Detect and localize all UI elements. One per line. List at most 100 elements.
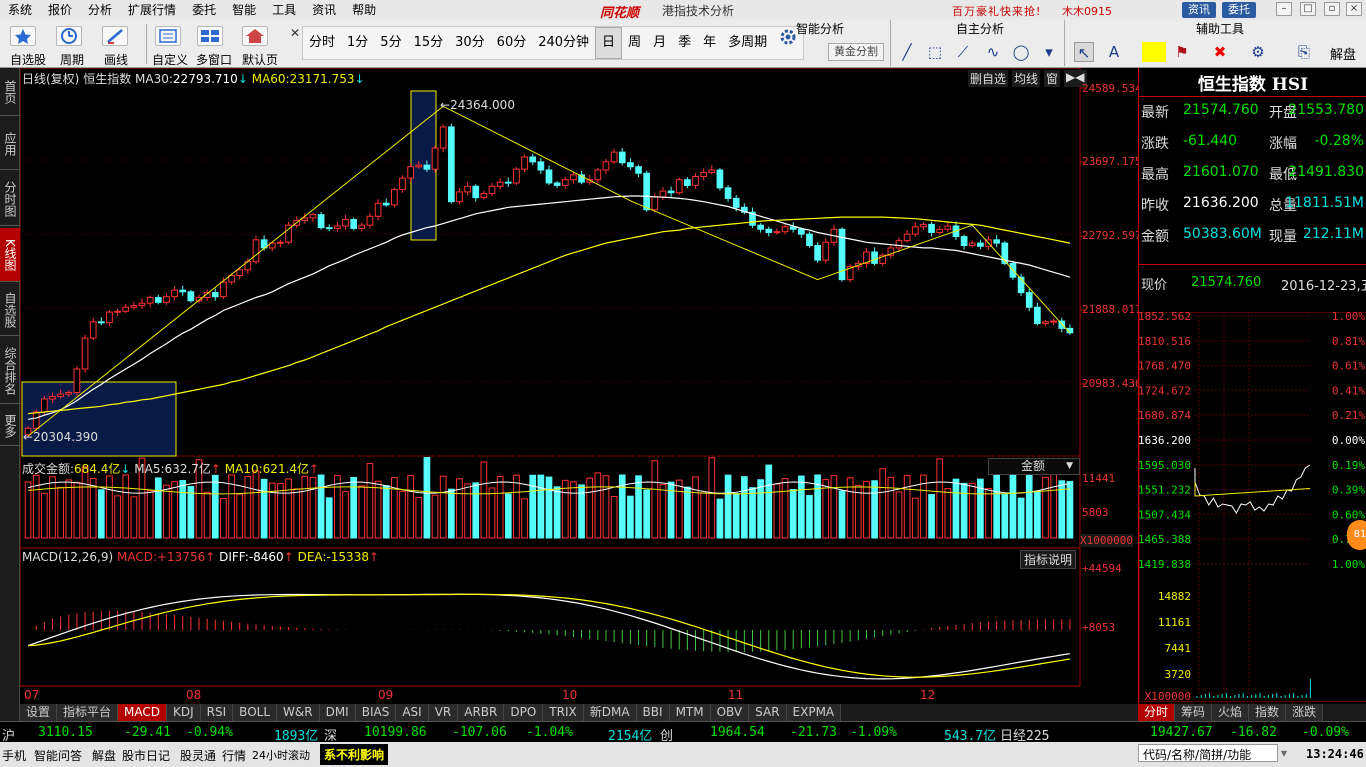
floating-bubble[interactable]: 81 [1347, 520, 1366, 550]
period-month[interactable]: 月 [653, 35, 667, 50]
chevron-down-icon[interactable]: ▾ [1281, 746, 1288, 760]
minimize-icon[interactable]: – [1276, 2, 1292, 16]
period-week[interactable]: 周 [628, 35, 642, 50]
indicator-tab[interactable]: 设置 [20, 704, 58, 721]
watchlist-icon[interactable] [10, 26, 36, 46]
period-15min[interactable]: 15分 [413, 35, 444, 50]
sidebar-tab-more[interactable]: 更多 [0, 406, 20, 446]
chart-svg[interactable] [20, 68, 1138, 688]
menu-tools[interactable]: 工具 [272, 3, 297, 17]
status-quote[interactable]: 行情 [222, 749, 247, 763]
draw-line-icon[interactable] [102, 26, 128, 46]
more-tool-icon[interactable]: ▾ [1045, 43, 1053, 61]
indicator-tab[interactable]: EXPMA [786, 704, 842, 721]
indicator-tab[interactable]: 新DMA [583, 704, 637, 721]
promo-link[interactable]: 百万豪礼快来抢! [952, 5, 1042, 18]
sidebar-tab-apps[interactable]: 应用 [0, 118, 20, 170]
text-tool-icon[interactable]: A [1108, 43, 1120, 61]
status-unlock[interactable]: 解盘 [92, 749, 117, 763]
close-period-icon[interactable]: ✕ [290, 26, 301, 40]
multi-window-icon[interactable] [197, 26, 223, 46]
sidebar-tab-ranking[interactable]: 综合排名 [0, 338, 20, 404]
indicator-tab[interactable]: BBI [636, 704, 670, 721]
label-period[interactable]: 周期 [60, 53, 85, 67]
indicator-tab[interactable]: KDJ [167, 704, 201, 721]
indicator-tab[interactable]: TRIX [543, 704, 584, 721]
trade-button[interactable]: 委托 [1222, 2, 1256, 18]
period-30min[interactable]: 30分 [455, 35, 485, 50]
delete-watchlist-button[interactable]: 删自选 [968, 70, 1009, 87]
status-diary[interactable]: 股市日记 [122, 749, 171, 763]
status-mobile[interactable]: 手机 [2, 749, 27, 763]
panel-tab[interactable]: 火焰 [1212, 704, 1250, 721]
period-settings-icon[interactable] [773, 28, 803, 58]
wave-tool-icon[interactable]: ∿ [986, 43, 1000, 61]
trend-tool-icon[interactable]: ⟋ [957, 43, 969, 61]
period-multi[interactable]: 多周期 [728, 35, 768, 50]
indicator-tab[interactable]: BOLL [233, 704, 278, 721]
period-day[interactable]: 日 [595, 27, 623, 59]
label-custom[interactable]: 自定义 [152, 53, 189, 67]
period-1min[interactable]: 1分 [347, 35, 369, 50]
sidebar-tab-home[interactable]: 首页 [0, 68, 20, 116]
intraday-chart[interactable]: 1852.562 1.00% 1810.516 0.81% 1768.470 0.61% 1… [1139, 312, 1366, 702]
custom-icon[interactable] [155, 26, 181, 46]
indicator-tab[interactable]: MACD [118, 704, 168, 721]
panel-tab[interactable]: 涨跌 [1286, 704, 1324, 721]
indicator-tab[interactable]: DMI [319, 704, 356, 721]
user-name[interactable]: 木木0915 [1062, 5, 1112, 18]
indicator-help-button[interactable]: 指标说明 [1020, 550, 1077, 569]
restore-icon[interactable]: ▫ [1324, 2, 1340, 16]
panel-tab[interactable]: 筹码 [1175, 704, 1213, 721]
label-multi-window[interactable]: 多窗口 [196, 53, 233, 67]
period-season[interactable]: 季 [678, 35, 692, 50]
market-ticker[interactable]: 沪 3110.15 -29.41 -0.94% 1893亿 深 10199.86… [0, 721, 1366, 744]
period-5min[interactable]: 5分 [380, 35, 402, 50]
pointer-icon[interactable]: ↖ [1074, 42, 1094, 62]
indicator-tab[interactable]: ARBR [458, 704, 505, 721]
indicator-tab[interactable]: OBV [710, 704, 750, 721]
status-qa[interactable]: 智能问答 [34, 749, 83, 763]
volume-type-select[interactable]: 金额 ▼ [988, 458, 1080, 475]
period-icon[interactable] [56, 26, 82, 46]
menu-trade[interactable]: 委托 [192, 3, 217, 17]
indicator-tab[interactable]: RSI [200, 704, 234, 721]
indicator-tab[interactable]: SAR [749, 704, 787, 721]
rect-tool-icon[interactable]: ⬚ [927, 43, 943, 61]
menu-analysis[interactable]: 分析 [88, 3, 113, 17]
moving-average-button[interactable]: 均线 [1012, 70, 1041, 87]
bookmark-icon[interactable]: ⚑ [1175, 43, 1189, 61]
line-tool-icon[interactable]: ╱ [902, 43, 912, 61]
kline-chart-area[interactable]: 日线(复权) 恒生指数 MA30:22793.710↓ MA60:23171.7… [20, 68, 1142, 702]
indicator-tab[interactable]: MTM [669, 704, 711, 721]
search-input[interactable]: 代码/名称/简拼/功能 [1138, 744, 1278, 762]
window-button[interactable]: 窗 [1044, 70, 1061, 87]
panel-smart-analysis[interactable]: 智能分析 [795, 22, 844, 36]
label-watchlist[interactable]: 自选股 [10, 53, 47, 67]
ellipse-tool-icon[interactable]: ◯ [1012, 43, 1030, 61]
expand-icon[interactable]: ▶◀ [1064, 70, 1087, 87]
tool-settings-icon[interactable]: ⚙ [1251, 43, 1265, 61]
indicator-tab[interactable]: W&R [277, 704, 320, 721]
label-default-page[interactable]: 默认页 [242, 53, 279, 67]
period-60min[interactable]: 60分 [496, 35, 527, 50]
status-stock-link[interactable]: 股灵通 [180, 749, 217, 763]
period-240min[interactable]: 240分钟 [538, 35, 590, 50]
indicator-tab[interactable]: VR [428, 704, 459, 721]
unlock-button[interactable]: 解盘 [1330, 48, 1357, 63]
menu-quote[interactable]: 报价 [48, 3, 73, 17]
menu-news[interactable]: 资讯 [312, 3, 337, 17]
menu-system[interactable]: 系统 [8, 3, 33, 17]
home-page-icon[interactable] [242, 26, 268, 46]
panel-tab[interactable]: 指数 [1249, 704, 1287, 721]
export-icon[interactable]: ⎘ [1297, 43, 1310, 61]
golden-section-button[interactable]: 黄金分割 [828, 43, 884, 61]
menu-extended[interactable]: 扩展行情 [128, 3, 177, 17]
indicator-tab[interactable]: BIAS [355, 704, 397, 721]
indicator-tab[interactable]: DPO [504, 704, 544, 721]
label-draw[interactable]: 画线 [104, 53, 129, 67]
panel-tab[interactable]: 分时 [1138, 704, 1176, 721]
maximize-icon[interactable]: □ [1300, 2, 1316, 16]
close-icon[interactable]: × [1346, 2, 1362, 16]
menu-help[interactable]: 帮助 [352, 3, 377, 17]
